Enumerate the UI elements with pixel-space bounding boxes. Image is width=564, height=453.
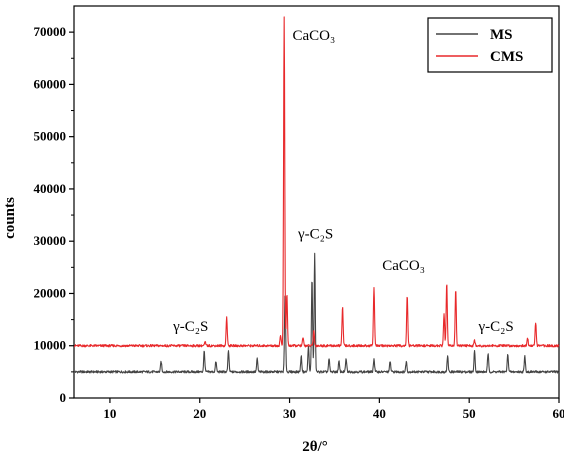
- x-tick-label: 40: [373, 406, 386, 421]
- x-tick-label: 20: [193, 406, 206, 421]
- plot-frame: [73, 5, 560, 399]
- peak-annotation: γ-C₂S: [478, 319, 514, 335]
- y-tick-label: 30000: [34, 233, 67, 248]
- peak-annotations: CaCO₃ γ-C₂S CaCO₃ γ-C₂S γ-C₂S: [172, 28, 514, 335]
- axis-ticks: 10 20 30 40 50 60 0 10000 20000 30000 40000 50000 60…: [34, 24, 564, 421]
- series-line-ms: [73, 252, 560, 374]
- legend-box: [427, 17, 553, 73]
- y-tick-label: 40000: [34, 181, 67, 196]
- plot-area-border: [73, 5, 560, 399]
- x-tick-label: 30: [283, 406, 296, 421]
- legend-label-cms: CMS: [490, 49, 523, 65]
- x-axis-label: 2θ/°: [302, 439, 328, 453]
- y-tick-label: 0: [60, 390, 67, 405]
- legend: MS CMS: [427, 17, 553, 73]
- x-tick-label: 10: [103, 406, 116, 421]
- peak-annotation: γ-C₂S: [297, 227, 333, 243]
- y-tick-label: 60000: [34, 76, 67, 91]
- peak-annotation: CaCO₃: [382, 258, 425, 274]
- series-group: [73, 16, 560, 374]
- y-axis-label: counts: [2, 197, 18, 239]
- legend-label-ms: MS: [490, 27, 513, 43]
- peak-annotation: γ-C₂S: [172, 319, 208, 335]
- peak-annotation: CaCO₃: [292, 28, 335, 44]
- x-tick-label: 50: [463, 406, 476, 421]
- y-tick-label: 20000: [34, 285, 67, 300]
- y-tick-label: 10000: [34, 338, 67, 353]
- x-tick-label: 60: [553, 406, 564, 421]
- y-tick-label: 50000: [34, 129, 67, 144]
- y-tick-label: 70000: [34, 24, 67, 39]
- series-line-cms: [73, 16, 560, 348]
